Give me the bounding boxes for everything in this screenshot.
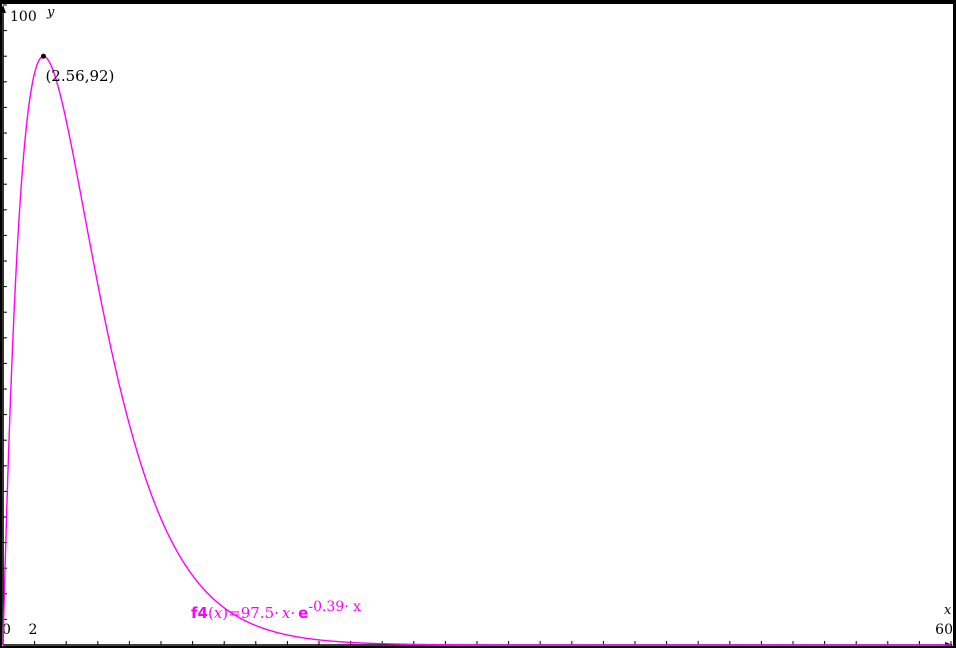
multiply-dot-2: · (290, 604, 295, 622)
x-axis-label: x (944, 603, 952, 618)
paren-open: ( (208, 604, 214, 622)
x-tick-label: 0 (2, 622, 11, 638)
x-tick-labels: 0 2 60 (2, 622, 953, 638)
y-axis-label: y (46, 5, 55, 20)
function-exponent: -0.39· x (308, 599, 361, 615)
y-axis-arrow (0, 5, 6, 13)
function-coefficient: =97.5 (228, 604, 274, 622)
euler-e: e (298, 604, 308, 622)
max-point-marker[interactable] (40, 53, 46, 59)
function-x: x (282, 604, 291, 622)
plot-area[interactable] (2, 4, 953, 646)
max-point-label: (2.56,92) (45, 67, 114, 85)
function-name: f4 (191, 604, 208, 622)
x-tick-label: 2 (29, 622, 38, 638)
function-variable: x (214, 604, 223, 622)
paren-close: ) (222, 604, 228, 622)
multiply-dot: · (274, 604, 279, 622)
y-tick-label-max: 100 (10, 9, 37, 25)
function-label-f4[interactable]: f4(x)=97.5· x· e-0.39· x (191, 599, 361, 622)
series-line-f4[interactable] (2, 55, 951, 646)
x-tick-label: 60 (935, 622, 953, 638)
